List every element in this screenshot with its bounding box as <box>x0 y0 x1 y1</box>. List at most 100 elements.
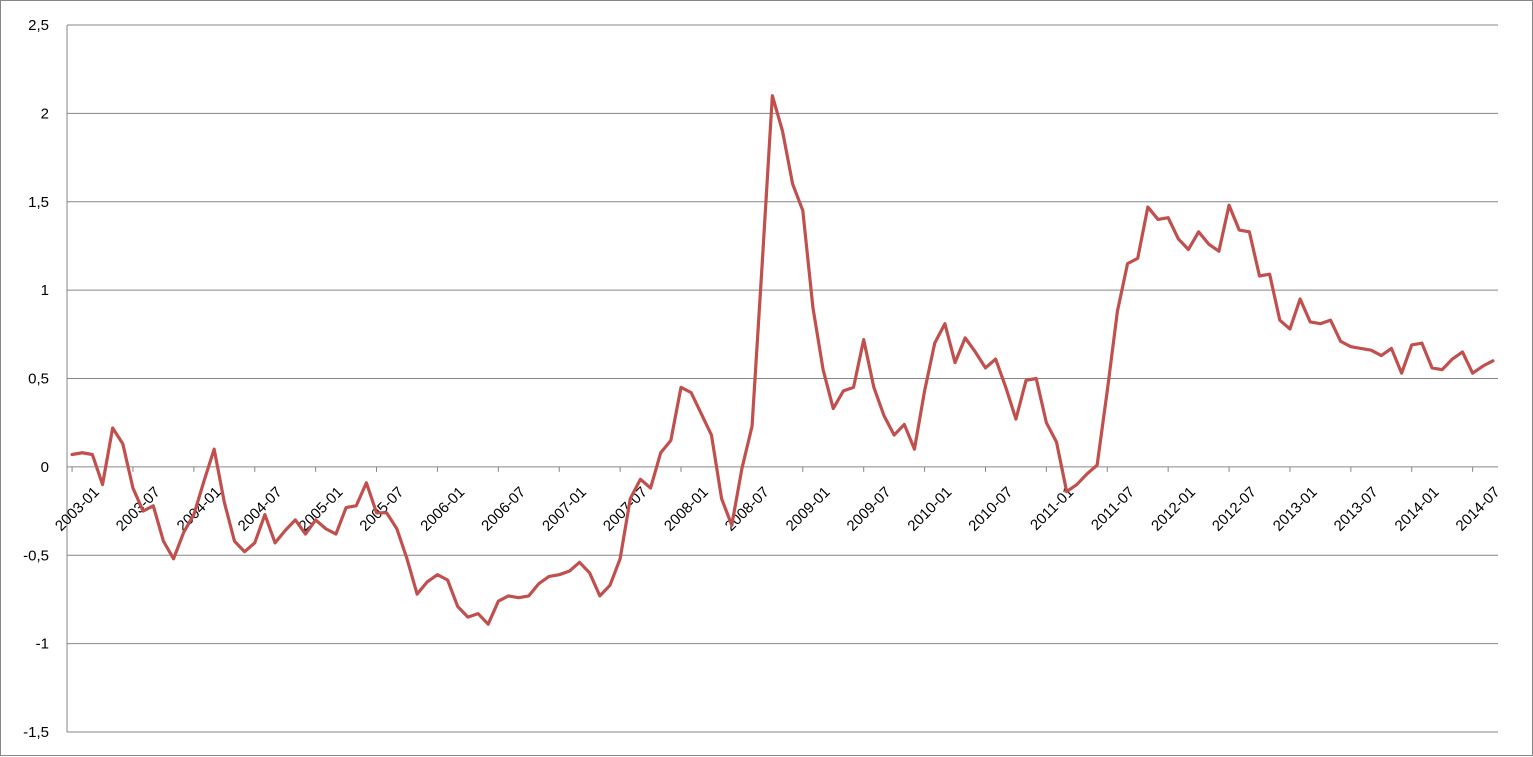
data-point <box>538 583 540 585</box>
data-point <box>619 558 621 560</box>
x-tick-label: 2013-07 <box>1331 484 1382 535</box>
data-point <box>1127 263 1129 265</box>
data-point <box>853 387 855 389</box>
data-point <box>1482 365 1484 367</box>
data-point <box>701 413 703 415</box>
data-point <box>1218 250 1220 252</box>
data-point <box>954 362 956 364</box>
x-tick-label: 2008-01 <box>661 484 712 535</box>
data-point <box>569 570 571 572</box>
x-tick-label: 2011-07 <box>1088 484 1138 534</box>
data-point <box>1421 342 1423 344</box>
data-point <box>1005 387 1007 389</box>
data-point <box>731 524 733 526</box>
y-tick-label: -0,5 <box>23 547 49 564</box>
y-tick-label: -1,5 <box>23 724 49 741</box>
data-point <box>1360 348 1362 350</box>
x-tick-label: 2014-07 <box>1453 484 1504 535</box>
data-point <box>244 551 246 553</box>
data-point <box>822 369 824 371</box>
y-tick-label: 0 <box>41 459 49 476</box>
data-point <box>1157 219 1159 221</box>
data-point <box>934 342 936 344</box>
y-tick-label: 2,5 <box>28 17 49 34</box>
y-tick-label: 1 <box>41 282 49 299</box>
data-point <box>335 533 337 535</box>
data-point <box>1208 243 1210 245</box>
data-point <box>163 540 165 542</box>
data-point <box>903 424 905 426</box>
data-point <box>396 528 398 530</box>
data-point <box>1441 369 1443 371</box>
data-point <box>528 595 530 597</box>
data-point <box>1330 319 1332 321</box>
data-point <box>751 425 753 427</box>
data-point <box>1025 379 1027 381</box>
data-point <box>498 600 500 602</box>
data-point <box>1350 346 1352 348</box>
data-point <box>1238 229 1240 231</box>
data-point <box>964 337 966 339</box>
x-tick-label: 2009-07 <box>844 484 895 535</box>
data-point <box>264 514 266 516</box>
data-point <box>366 482 368 484</box>
data-point <box>558 574 560 576</box>
data-point <box>1462 351 1464 353</box>
data-point <box>355 505 357 507</box>
data-point <box>995 358 997 360</box>
data-point <box>1198 231 1200 233</box>
data-point <box>81 452 83 454</box>
data-point <box>1249 231 1251 233</box>
data-point <box>792 183 794 185</box>
data-point <box>376 512 378 514</box>
data-point <box>477 613 479 615</box>
data-point <box>315 519 317 521</box>
data-point <box>1380 355 1382 357</box>
data-point <box>1431 367 1433 369</box>
data-point <box>254 542 256 544</box>
data-point <box>772 95 774 97</box>
data-point <box>589 572 591 574</box>
data-point <box>518 597 520 599</box>
data-point <box>548 576 550 578</box>
data-point <box>416 593 418 595</box>
data-point <box>132 487 134 489</box>
data-point <box>1370 349 1372 351</box>
data-point <box>1340 341 1342 343</box>
data-point <box>203 480 205 482</box>
data-point <box>1086 473 1088 475</box>
data-point <box>1309 321 1311 323</box>
data-point <box>1299 298 1301 300</box>
data-point <box>1178 238 1180 240</box>
data-point <box>985 367 987 369</box>
y-tick-label: 0,5 <box>28 371 49 388</box>
data-point <box>1188 249 1190 251</box>
data-point <box>112 427 114 429</box>
data-point <box>883 415 885 417</box>
data-point <box>1269 273 1271 275</box>
data-point <box>284 530 286 532</box>
data-point <box>325 528 327 530</box>
data-point <box>1391 348 1393 350</box>
series-group <box>70 94 1495 626</box>
data-point <box>345 507 347 509</box>
data-point <box>1320 323 1322 325</box>
data-point <box>1411 344 1413 346</box>
x-tick-label: 2012-07 <box>1209 484 1260 535</box>
data-point <box>193 514 195 516</box>
data-point <box>1228 204 1230 206</box>
data-point <box>975 351 977 353</box>
data-point <box>92 454 94 456</box>
data-point <box>1096 464 1098 466</box>
x-tick-label: 2003-01 <box>52 484 103 535</box>
data-point <box>457 606 459 608</box>
data-point <box>711 434 713 436</box>
data-point <box>1056 441 1058 443</box>
data-point <box>1117 311 1119 313</box>
x-tick-label: 2009-01 <box>783 484 834 535</box>
data-point <box>660 452 662 454</box>
data-point <box>1066 491 1068 493</box>
data-point <box>924 390 926 392</box>
data-point <box>508 595 510 597</box>
